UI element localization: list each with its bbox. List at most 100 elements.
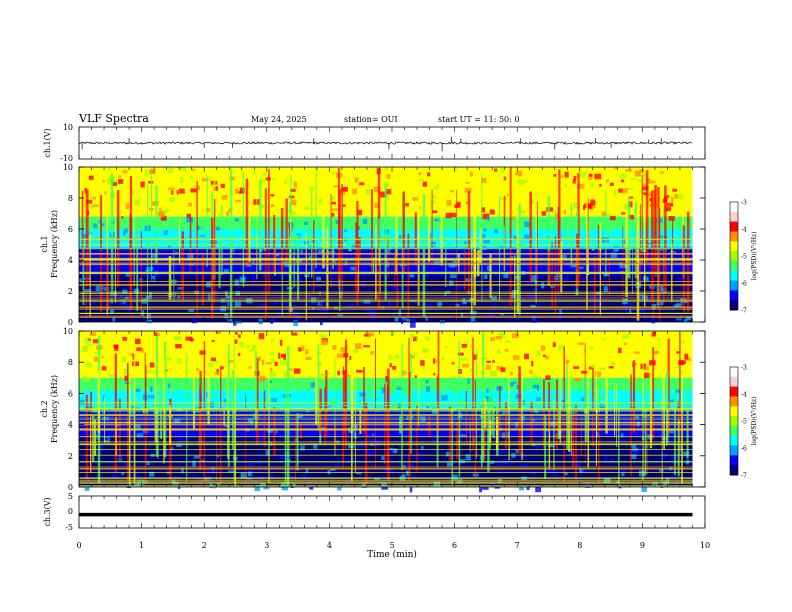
spec-streak [230,168,233,319]
spec-streak [639,204,641,282]
ch1-channel-label: ch.1 [40,235,49,252]
spec-cell [668,216,675,221]
spec-streak [587,198,589,263]
spec-cell [604,459,608,462]
spec-cell [253,436,257,440]
spec-cell [391,332,395,337]
spec-cell [100,445,104,451]
spec-cell [407,259,413,262]
spec-cell [394,317,399,323]
spec-cell [621,225,628,230]
spec-cell [621,212,626,215]
spec-cell [128,353,136,357]
spec-cell [320,321,323,326]
ytick-label: 4 [68,256,73,265]
spec-cell [556,393,561,397]
spec-cell [450,190,454,193]
spec-streak [547,195,551,286]
spec-streak [416,404,418,472]
spec-line [79,429,693,430]
spec-cell [136,263,140,267]
spec-cell [500,168,505,173]
spec-line [79,259,693,261]
xtick-label: 6 [452,541,457,550]
spec-streak [663,357,665,450]
spec-streak [445,234,447,287]
spec-cell [591,364,595,369]
spec-cell [103,437,110,443]
spec-cell [340,347,347,352]
spec-cell [409,486,413,493]
spec-cell [640,246,647,252]
spec-cell [342,370,347,375]
spec-cell [675,366,682,369]
spec-cell [387,302,392,308]
spec-streak [559,358,561,445]
spec-cell [357,443,363,449]
spec-streak [305,231,307,321]
spec-cell [513,235,519,241]
spec-cell [355,343,362,350]
spec-cell [357,209,363,216]
spec-cell [438,337,441,341]
ch2-spectrogram-panel: 10 8 6 4 2 0 ch.2 Frequency (kHz) -3 -4 -5 -6 -7 l… [40,327,758,493]
colorbar-tick: -4 [741,227,747,234]
spec-cell [489,209,495,215]
spec-cell [258,333,265,340]
spec-streak [129,175,133,311]
spec-line [79,308,693,310]
spec-cell [555,213,560,220]
spec-cell [560,175,564,178]
spec-cell [210,184,215,188]
spec-streak [378,218,381,266]
spec-cell [422,181,428,187]
spec-cell [164,369,169,372]
spec-line [79,284,693,286]
spec-cell [656,431,660,434]
spec-cell [497,349,501,354]
spec-cell [333,185,339,188]
spec-cell [425,336,431,341]
spec-cell [82,375,87,382]
spec-cell [433,481,440,487]
spec-cell [200,459,205,463]
spec-cell [337,314,344,317]
spec-cell [417,179,424,182]
spec-streak [456,421,459,460]
colorbar-segment [730,386,738,397]
spec-cell [94,352,100,355]
spec-cell [641,486,648,492]
spec-cell [192,168,196,171]
spec-cell [487,222,490,226]
ytick-label: 8 [68,194,73,203]
spec-streak [211,217,214,318]
spec-cell [381,486,388,490]
spec-cell [280,360,287,366]
spec-line [79,424,693,426]
spec-streak [242,171,245,288]
spec-cell [464,187,472,193]
spec-cell [537,385,540,391]
spec-cell [628,196,634,199]
spec-cell [159,227,163,232]
spec-cell [326,372,330,375]
spec-line [79,281,693,282]
spec-cell [380,191,387,198]
spec-cell [271,318,276,322]
spec-cell [288,377,295,381]
spec-cell [591,293,596,297]
spec-streak [605,191,607,276]
spec-cell [566,276,569,282]
spec-cell [564,233,570,239]
spec-cell [280,482,285,488]
spec-cell [479,415,483,418]
spec-cell [235,199,242,203]
ch1-ytick-bottom: -10 [60,154,73,163]
spec-streak [155,335,159,457]
spec-streak [687,211,690,312]
spec-cell [262,413,265,420]
spec-cell [523,234,529,240]
spec-cell [274,361,278,367]
spec-cell [658,247,663,252]
spec-cell [131,189,134,195]
